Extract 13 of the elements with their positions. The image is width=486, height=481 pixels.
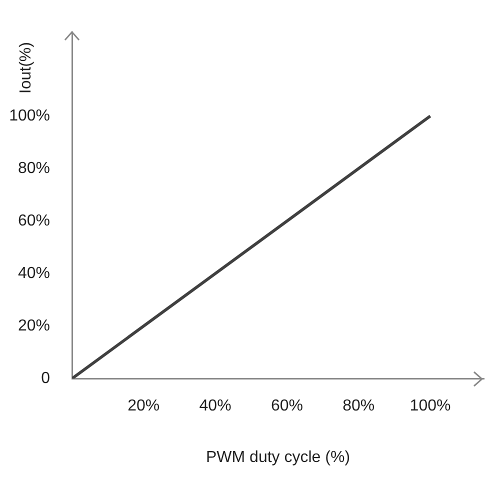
y-tick-label: 100% — [9, 107, 50, 124]
x-tick-label: 80% — [342, 398, 375, 415]
x-tick-label: 20% — [128, 398, 160, 415]
y-tick-label: 0 — [41, 370, 50, 388]
y-tick-label: 40% — [18, 264, 50, 282]
x-axis-title: PWM duty cycle (%) — [206, 448, 350, 466]
y-tick-label: 60% — [18, 212, 50, 230]
y-axis-title: Iout(%) — [17, 42, 34, 94]
x-tick-label: 60% — [270, 398, 303, 415]
x-tick-label: 40% — [199, 398, 232, 415]
y-tick-label: 20% — [18, 317, 50, 334]
x-tick-label: 100% — [410, 398, 451, 415]
y-tick-label: 80% — [18, 160, 50, 177]
